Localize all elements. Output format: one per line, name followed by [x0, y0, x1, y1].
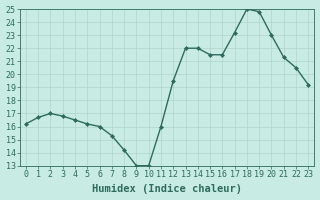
X-axis label: Humidex (Indice chaleur): Humidex (Indice chaleur): [92, 184, 242, 194]
